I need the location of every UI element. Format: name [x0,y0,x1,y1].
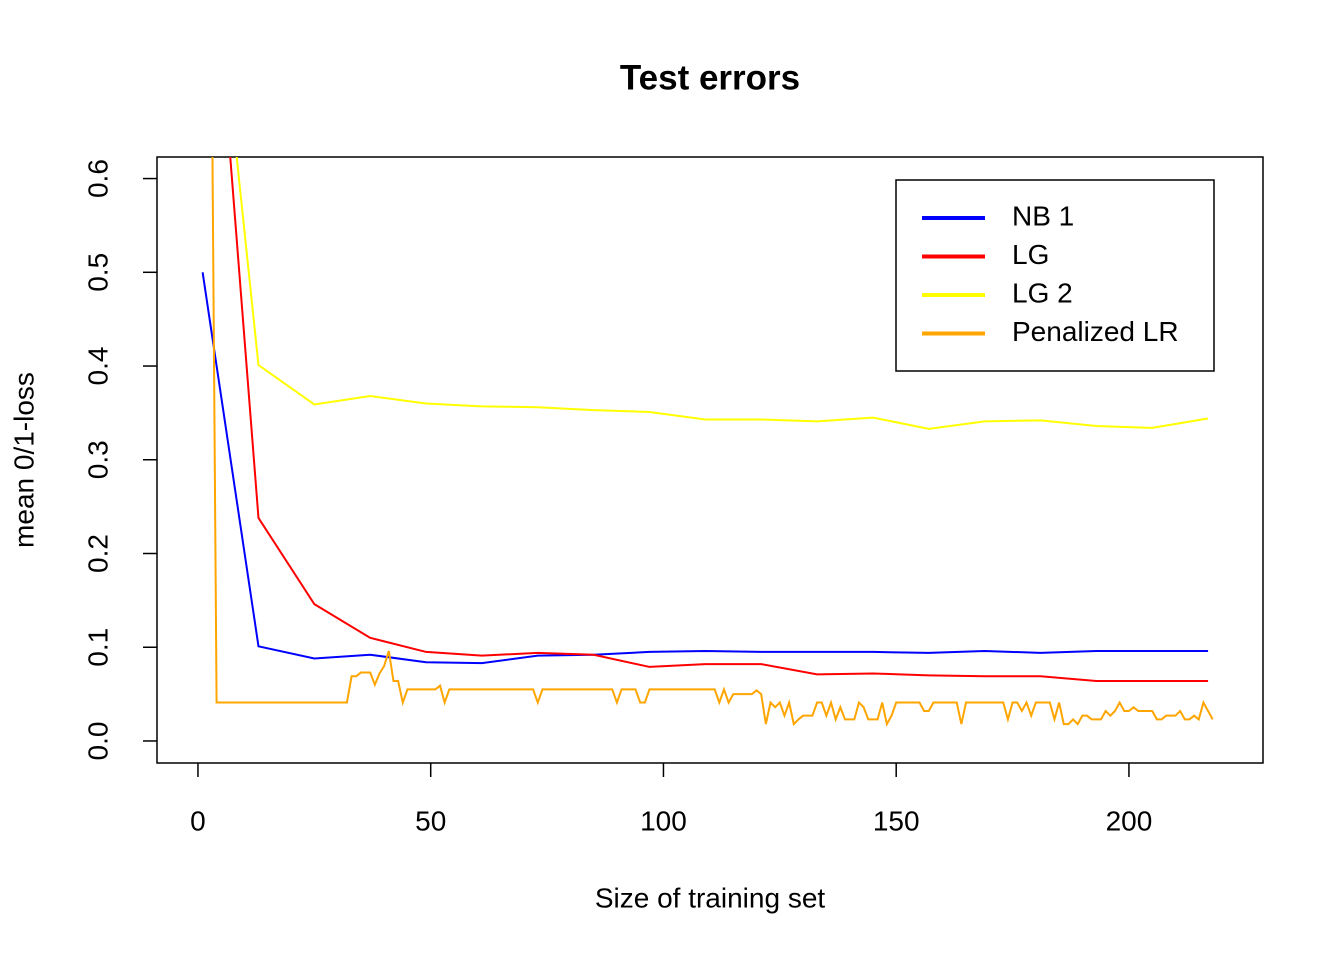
series-line [201,272,1209,665]
legend-label: Penalized LR [1012,316,1179,347]
y-tick-label: 0.3 [82,440,113,479]
series-line [235,157,1209,430]
legend-label: LG [1012,239,1049,270]
y-tick-label: 0.2 [82,534,113,573]
y-tick-label: 0.0 [82,722,113,761]
y-axis-label: mean 0/1-loss [8,372,39,548]
legend-label: NB 1 [1012,200,1074,231]
y-tick-label: 0.4 [82,347,113,386]
series-line [211,157,1214,727]
x-tick-label: 0 [190,805,206,836]
x-axis-label: Size of training set [595,882,826,913]
legend-box [895,179,1215,372]
y-tick-label: 0.5 [82,253,113,292]
x-tick-label: 200 [1106,805,1153,836]
legend-label: LG 2 [1012,277,1073,308]
y-tick-label: 0.1 [82,628,113,667]
y-tick-label: 0.6 [82,159,113,198]
x-tick-label: 50 [415,805,446,836]
x-tick-label: 150 [873,805,920,836]
chart-title: Test errors [620,58,800,97]
series-line [229,157,1209,682]
plot-area [201,157,1214,727]
x-tick-label: 100 [640,805,687,836]
